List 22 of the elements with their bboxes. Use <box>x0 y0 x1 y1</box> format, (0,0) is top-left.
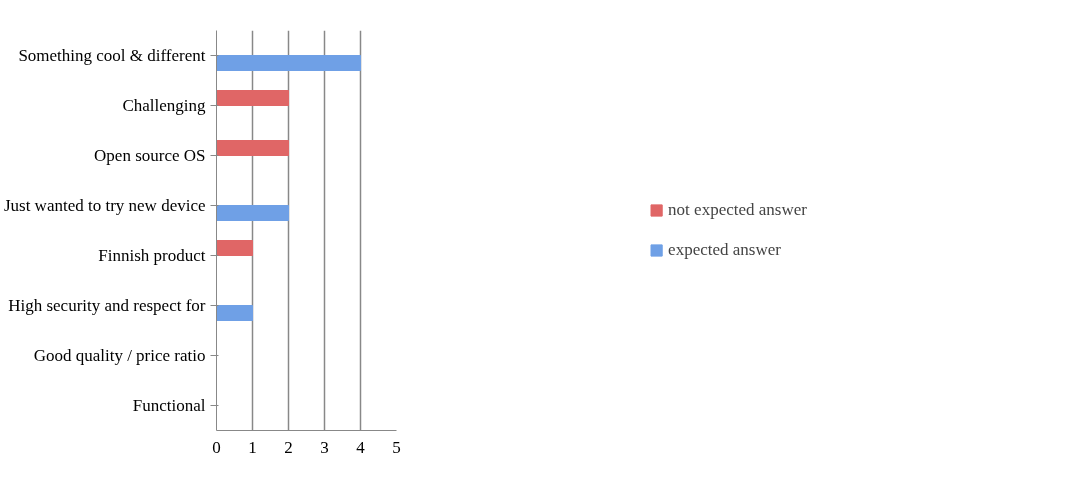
x-tick-label: 5 <box>392 437 401 457</box>
legend-label: not expected answer <box>668 200 807 220</box>
x-tick-label: 1 <box>248 437 257 457</box>
y-tick-label: Finnish product <box>98 246 206 265</box>
bar <box>216 140 289 156</box>
x-tick-label: 2 <box>284 437 293 457</box>
y-tick-label: Just wanted to try new device <box>3 196 206 215</box>
bar <box>216 205 289 221</box>
bar <box>216 90 289 106</box>
y-tick-label: Challenging <box>122 96 206 115</box>
legend-label: expected answer <box>668 240 781 260</box>
bar <box>216 55 361 71</box>
x-tick-label: 3 <box>320 437 329 457</box>
x-tick-label: 4 <box>356 437 366 457</box>
bar <box>216 240 253 256</box>
y-tick-label: Good quality / price ratio <box>33 346 206 365</box>
y-tick-label: Something cool & different <box>18 46 206 65</box>
y-tick-label: Open source OS <box>94 146 206 165</box>
bar <box>216 305 253 321</box>
y-tick-label: Functional <box>132 396 206 415</box>
y-tick-label: High security and respect for <box>8 296 206 315</box>
x-tick-label: 0 <box>212 437 221 457</box>
